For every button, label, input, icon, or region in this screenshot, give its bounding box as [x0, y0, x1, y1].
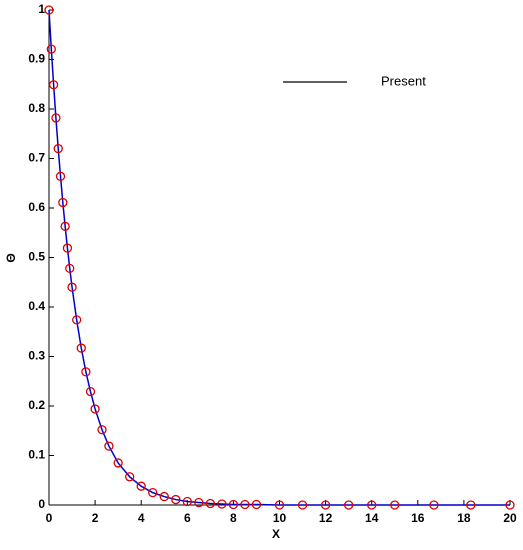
marker: [429, 500, 439, 510]
marker: [46, 44, 56, 54]
x-tick-label: 14: [365, 511, 379, 525]
y-tick-label: 0.5: [28, 250, 45, 264]
y-axis-label: Θ: [4, 253, 18, 262]
marker: [182, 496, 192, 507]
marker: [90, 404, 100, 414]
marker: [76, 343, 86, 353]
marker: [113, 458, 123, 468]
marker: [505, 500, 515, 510]
marker: [51, 113, 61, 123]
line: [48, 9, 510, 506]
marker: [97, 425, 107, 435]
y-tick-label: 0.6: [28, 200, 45, 214]
x-tick-label: 18: [457, 511, 471, 525]
x-tick-label: 6: [184, 511, 191, 525]
legend-label: Present: [381, 73, 426, 88]
y-tick-label: 0.3: [28, 349, 45, 363]
x-tick-label: 12: [319, 511, 333, 525]
marker: [44, 5, 54, 15]
y-tick-label: 0.8: [28, 101, 45, 115]
marker: [67, 282, 77, 292]
marker: [58, 197, 68, 208]
marker: [240, 499, 250, 510]
marker: [85, 386, 96, 397]
marker: [62, 243, 73, 253]
marker: [148, 487, 158, 498]
marker: [81, 367, 91, 377]
marker: [274, 500, 285, 510]
marker: [48, 80, 59, 90]
y-tick-label: 1: [38, 2, 45, 16]
marker: [159, 491, 169, 502]
x-axis-label: X: [272, 527, 280, 541]
marker: [205, 498, 216, 509]
marker: [72, 315, 82, 325]
y-tick-label: 0.2: [28, 398, 45, 412]
marker: [251, 499, 262, 510]
x-tick-label: 16: [411, 511, 425, 525]
marker: [125, 472, 135, 482]
x-tick-label: 8: [230, 511, 237, 525]
x-tick-label: 10: [273, 511, 287, 525]
marker: [55, 171, 66, 181]
y-tick-label: 0.1: [28, 448, 45, 462]
y-tick-label: 0: [38, 497, 45, 511]
x-tick-label: 20: [503, 511, 517, 525]
marker: [65, 263, 75, 274]
marker: [136, 481, 146, 491]
marker: [53, 143, 63, 154]
marker: [297, 500, 308, 510]
marker: [171, 494, 181, 505]
marker: [390, 500, 400, 510]
marker: [228, 499, 239, 510]
marker: [320, 500, 331, 510]
y-tick-label: 0.4: [28, 299, 45, 313]
x-tick-label: 4: [138, 511, 145, 525]
y-tick-label: 0.9: [28, 52, 45, 66]
marker: [217, 499, 227, 509]
marker: [367, 500, 377, 510]
marker: [104, 441, 114, 451]
x-tick-label: 2: [92, 511, 99, 525]
marker: [194, 497, 204, 508]
marker: [343, 500, 354, 510]
marker: [60, 221, 70, 231]
x-tick-label: 0: [46, 511, 53, 525]
y-tick-label: 0.7: [28, 151, 45, 165]
marker: [466, 500, 476, 510]
